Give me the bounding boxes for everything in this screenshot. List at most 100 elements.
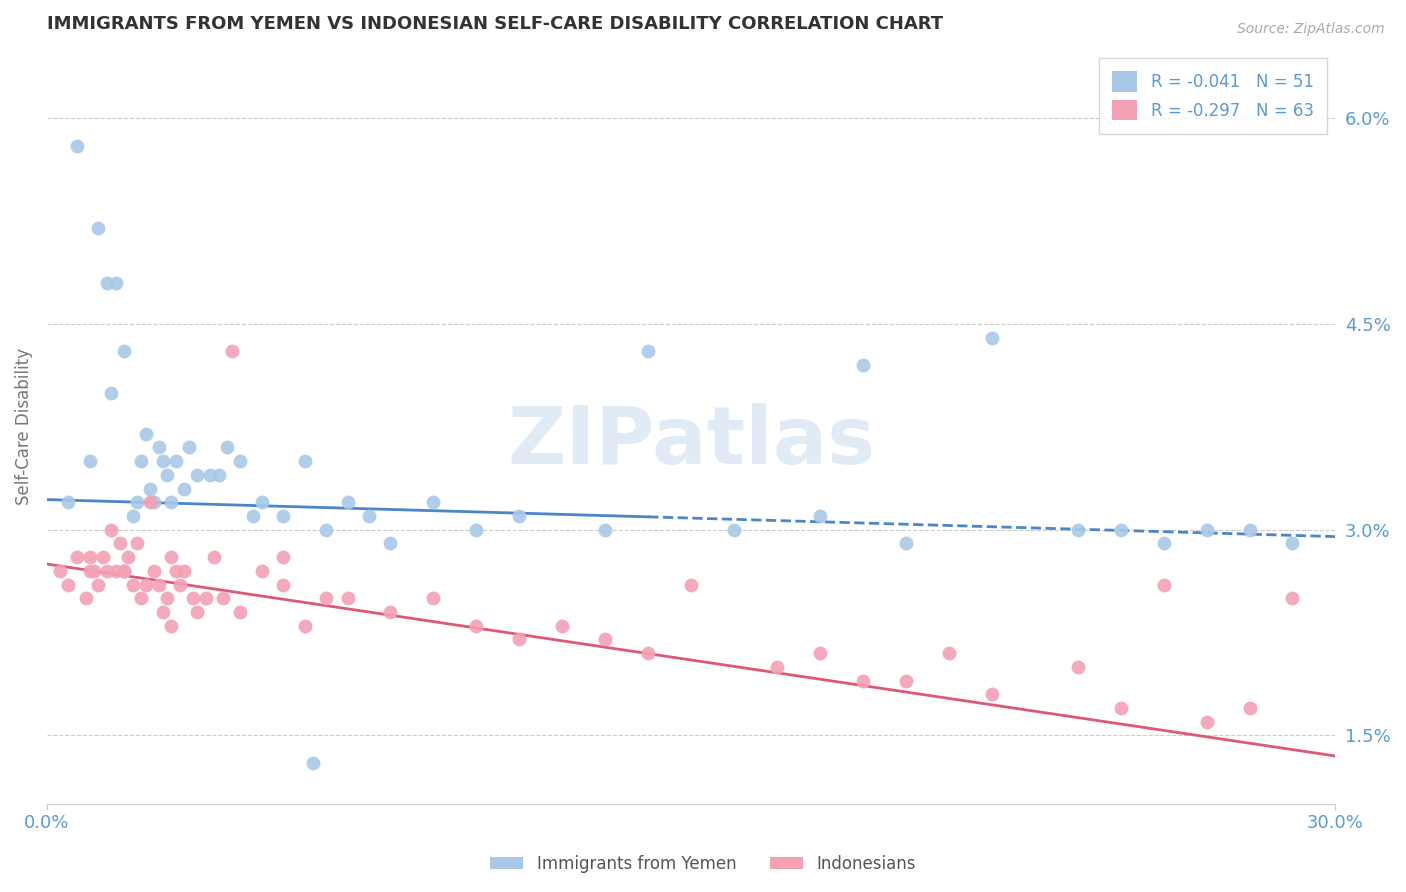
- Point: [96, 564, 118, 578]
- Point: [198, 467, 221, 482]
- Point: [422, 591, 444, 606]
- Point: [681, 577, 703, 591]
- Point: [217, 441, 239, 455]
- Point: [79, 550, 101, 565]
- Point: [357, 509, 380, 524]
- Point: [1239, 523, 1261, 537]
- Point: [173, 482, 195, 496]
- Point: [242, 509, 264, 524]
- Point: [177, 441, 200, 455]
- Point: [294, 454, 316, 468]
- Point: [271, 577, 294, 591]
- Point: [1153, 577, 1175, 591]
- Point: [58, 577, 80, 591]
- Point: [104, 276, 127, 290]
- Point: [96, 276, 118, 290]
- Point: [593, 523, 616, 537]
- Point: [723, 523, 745, 537]
- Point: [593, 632, 616, 647]
- Point: [852, 358, 875, 372]
- Point: [165, 454, 187, 468]
- Point: [508, 509, 530, 524]
- Point: [508, 632, 530, 647]
- Point: [250, 564, 273, 578]
- Point: [117, 550, 139, 565]
- Point: [1067, 523, 1090, 537]
- Point: [1109, 523, 1132, 537]
- Point: [125, 536, 148, 550]
- Point: [125, 495, 148, 509]
- Point: [271, 509, 294, 524]
- Text: IMMIGRANTS FROM YEMEN VS INDONESIAN SELF-CARE DISABILITY CORRELATION CHART: IMMIGRANTS FROM YEMEN VS INDONESIAN SELF…: [46, 15, 943, 33]
- Point: [894, 673, 917, 688]
- Point: [250, 495, 273, 509]
- Point: [152, 454, 174, 468]
- Point: [83, 564, 105, 578]
- Point: [131, 591, 153, 606]
- Point: [181, 591, 204, 606]
- Legend: Immigrants from Yemen, Indonesians: Immigrants from Yemen, Indonesians: [484, 848, 922, 880]
- Point: [135, 577, 157, 591]
- Point: [1153, 536, 1175, 550]
- Point: [139, 495, 162, 509]
- Point: [208, 467, 231, 482]
- Point: [194, 591, 217, 606]
- Text: ZIPatlas: ZIPatlas: [508, 403, 876, 481]
- Point: [169, 577, 191, 591]
- Point: [152, 605, 174, 619]
- Point: [156, 467, 179, 482]
- Point: [121, 577, 143, 591]
- Point: [637, 646, 659, 660]
- Point: [229, 605, 252, 619]
- Point: [108, 536, 131, 550]
- Point: [551, 618, 574, 632]
- Point: [637, 344, 659, 359]
- Point: [465, 618, 488, 632]
- Point: [165, 564, 187, 578]
- Point: [148, 577, 170, 591]
- Point: [91, 550, 114, 565]
- Point: [336, 495, 359, 509]
- Point: [422, 495, 444, 509]
- Point: [66, 550, 89, 565]
- Point: [808, 509, 831, 524]
- Point: [336, 591, 359, 606]
- Point: [143, 564, 166, 578]
- Point: [156, 591, 179, 606]
- Point: [852, 673, 875, 688]
- Point: [100, 385, 122, 400]
- Text: Source: ZipAtlas.com: Source: ZipAtlas.com: [1237, 22, 1385, 37]
- Point: [980, 331, 1002, 345]
- Point: [160, 618, 183, 632]
- Point: [104, 564, 127, 578]
- Point: [79, 564, 101, 578]
- Point: [186, 467, 208, 482]
- Point: [1195, 523, 1218, 537]
- Point: [1239, 701, 1261, 715]
- Point: [808, 646, 831, 660]
- Point: [1281, 536, 1303, 550]
- Legend: R = -0.041   N = 51, R = -0.297   N = 63: R = -0.041 N = 51, R = -0.297 N = 63: [1099, 58, 1327, 134]
- Point: [315, 523, 337, 537]
- Point: [143, 495, 166, 509]
- Point: [131, 454, 153, 468]
- Point: [112, 344, 135, 359]
- Point: [980, 687, 1002, 701]
- Point: [112, 564, 135, 578]
- Point: [380, 605, 402, 619]
- Point: [271, 550, 294, 565]
- Point: [79, 454, 101, 468]
- Point: [1281, 591, 1303, 606]
- Y-axis label: Self-Care Disability: Self-Care Disability: [15, 349, 32, 506]
- Point: [100, 523, 122, 537]
- Point: [112, 564, 135, 578]
- Point: [1109, 701, 1132, 715]
- Point: [1067, 660, 1090, 674]
- Point: [148, 441, 170, 455]
- Point: [315, 591, 337, 606]
- Point: [938, 646, 960, 660]
- Point: [58, 495, 80, 509]
- Point: [160, 550, 183, 565]
- Point: [87, 221, 110, 235]
- Point: [465, 523, 488, 537]
